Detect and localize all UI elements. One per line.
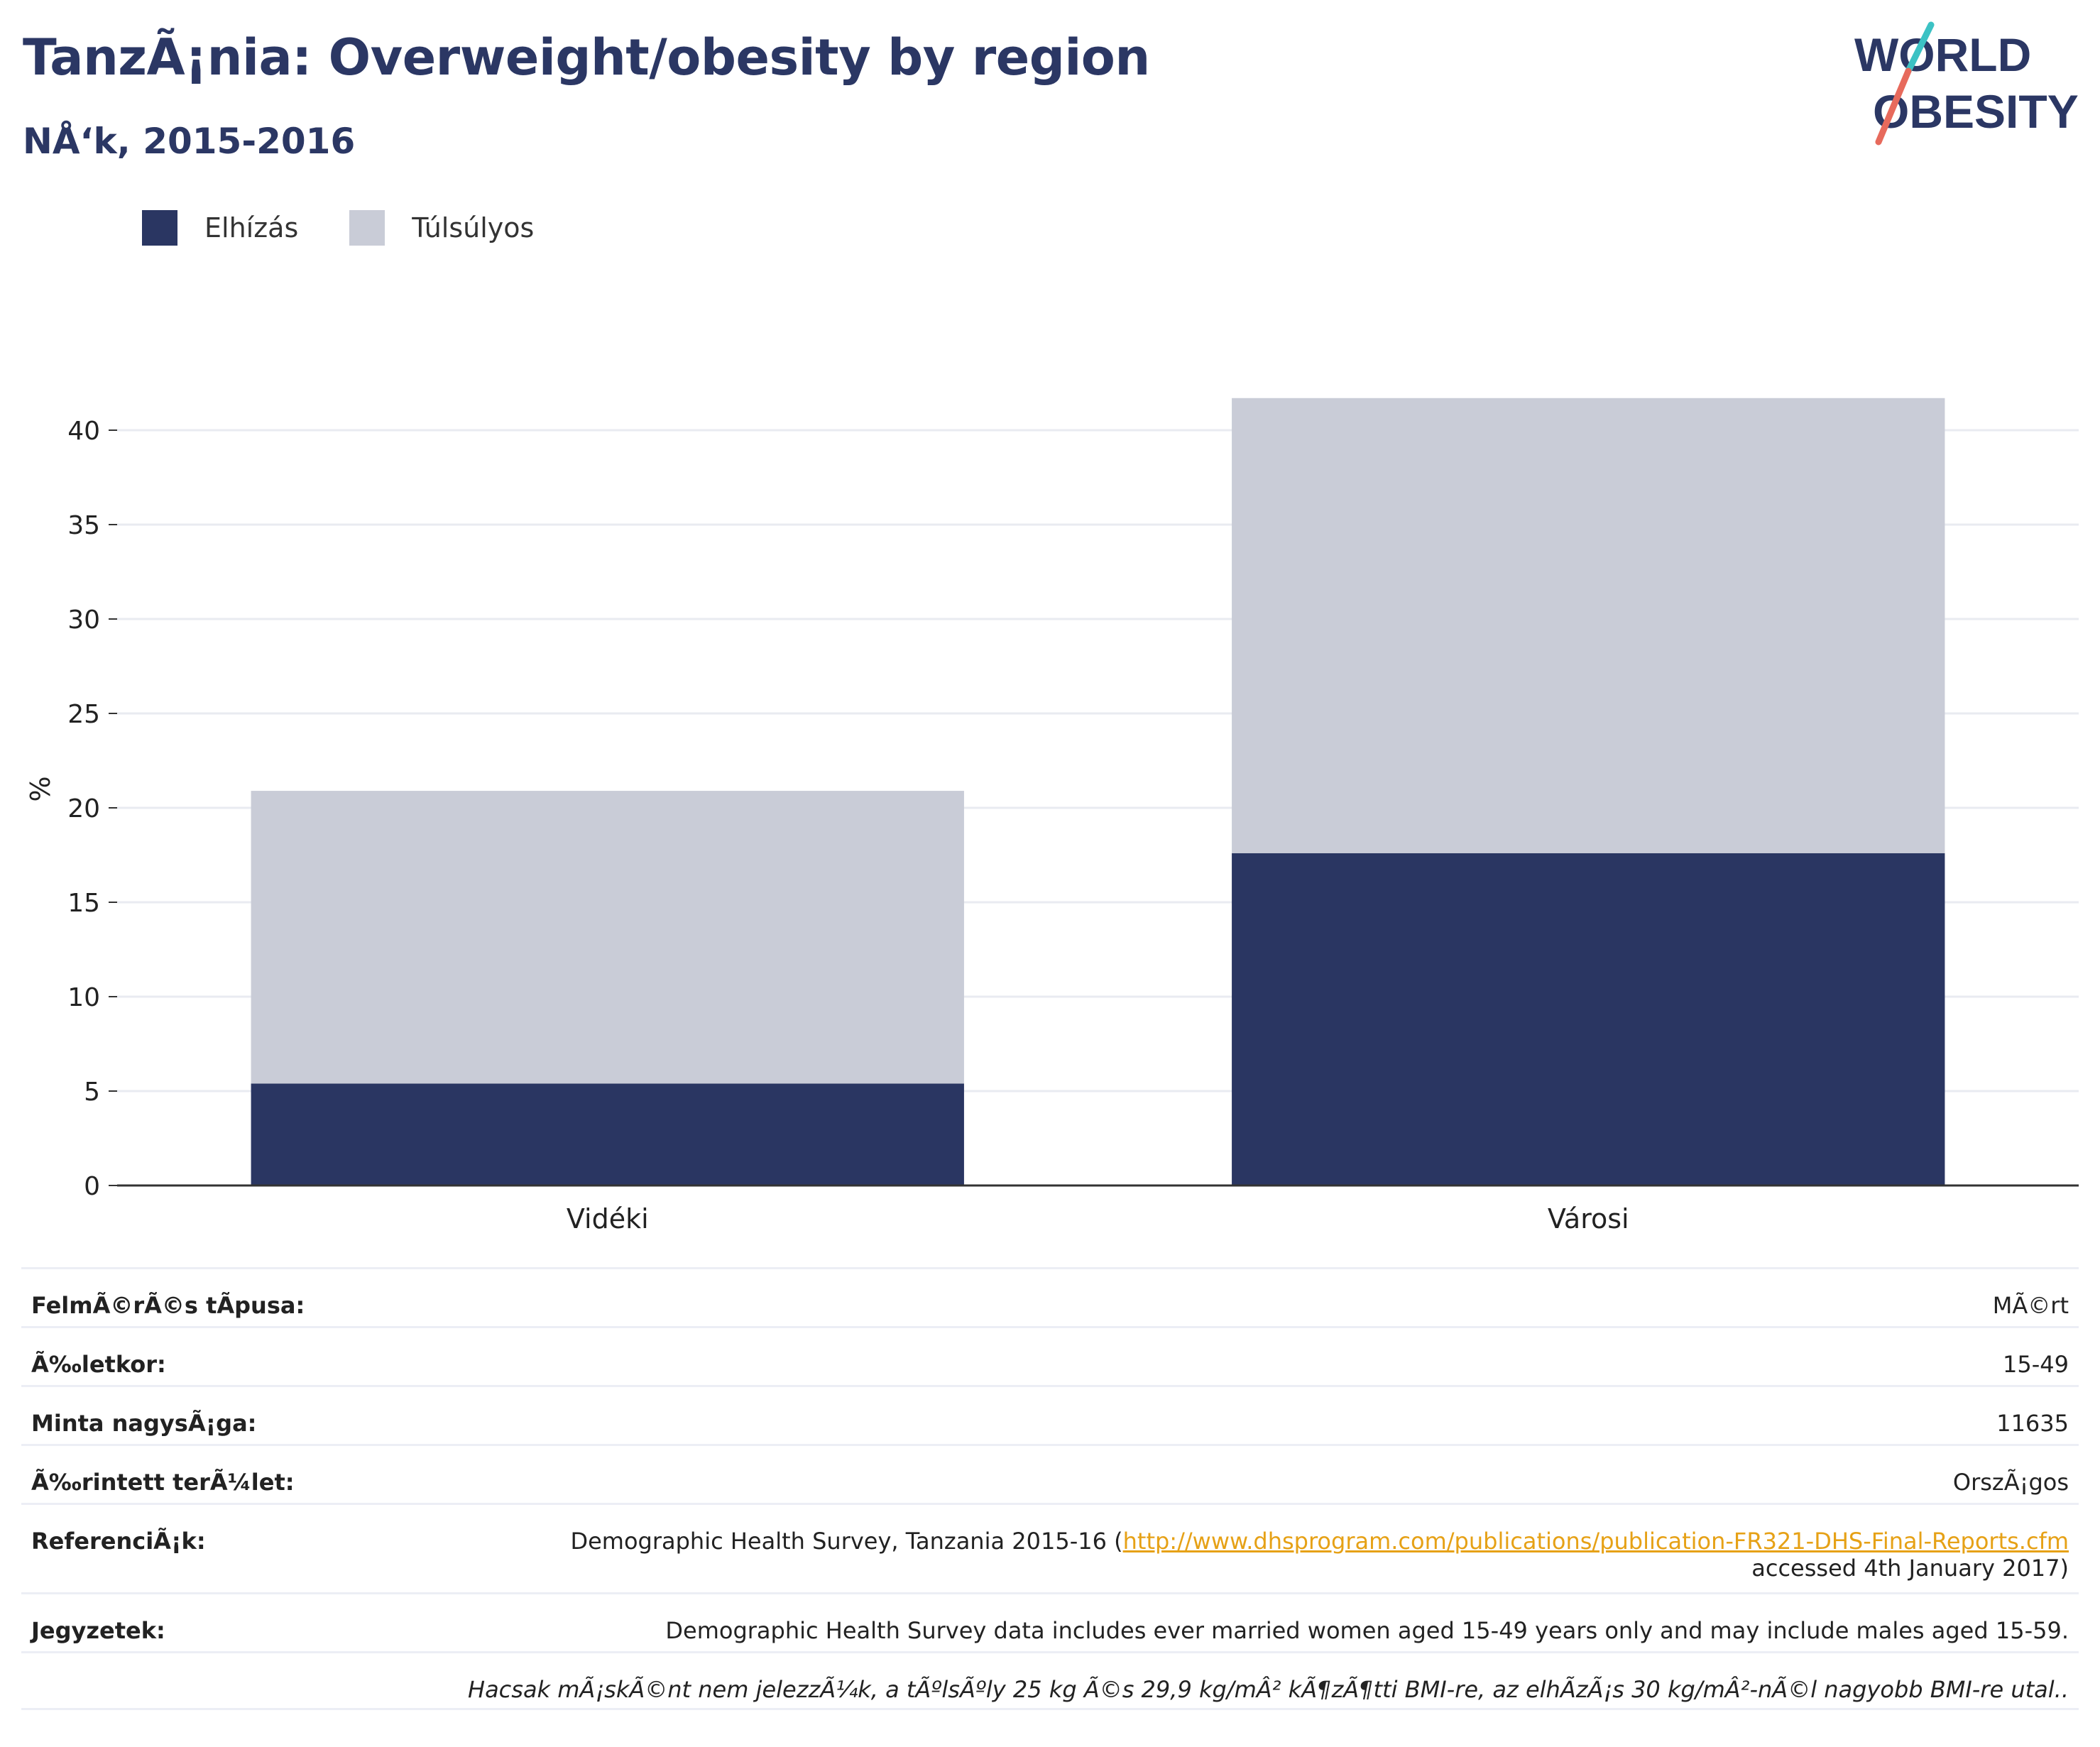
sample-value: 11635 bbox=[1996, 1410, 2069, 1437]
survey-type-value: MÃ©rt bbox=[1992, 1292, 2069, 1319]
info-row-survey-type: FelmÃ©rÃ©s tÃpusa: MÃ©rt bbox=[21, 1267, 2079, 1326]
info-row-notes: Jegyzetek: Demographic Health Survey dat… bbox=[21, 1592, 2079, 1651]
legend-label-obesity: Elhízás bbox=[204, 212, 299, 243]
y-tick-label-25: 25 bbox=[67, 700, 100, 729]
y-tick-label-20: 20 bbox=[67, 794, 100, 823]
references-label: ReferenciÃ¡k: bbox=[31, 1528, 206, 1555]
y-tick-label-15: 15 bbox=[67, 889, 100, 918]
logo-slash-teal bbox=[1905, 21, 1935, 75]
info-row-age: Ã‰letkor: 15-49 bbox=[21, 1326, 2079, 1385]
notes-label: Jegyzetek: bbox=[31, 1617, 165, 1644]
age-value: 15-49 bbox=[2003, 1351, 2069, 1378]
y-tick-label-5: 5 bbox=[84, 1078, 100, 1107]
reference-text: Demographic Health Survey, Tanzania 2015… bbox=[570, 1528, 1123, 1555]
bar-vidéki-overweight bbox=[251, 791, 964, 1084]
info-row-notes-definition: Hacsak mÃ¡skÃ©nt nem jelezzÃ¼k, a tÃºlsÃ… bbox=[21, 1651, 2079, 1710]
legend-swatch-obesity bbox=[142, 210, 177, 246]
logo-line1: WORLD bbox=[1854, 28, 2031, 81]
y-tick-label-40: 40 bbox=[67, 417, 100, 446]
y-tick-label-30: 30 bbox=[67, 606, 100, 635]
reference-accessed: accessed 4th January 2017) bbox=[1751, 1555, 2069, 1582]
x-tick-label-0: Vidéki bbox=[567, 1203, 649, 1234]
y-tick-label-0: 0 bbox=[84, 1172, 100, 1201]
bar-chart: 0 5 10 15 20 25 30 35 40% Vidéki Városi bbox=[25, 398, 2079, 1234]
sample-label: Minta nagysÃ¡ga: bbox=[31, 1410, 257, 1437]
legend-item-obesity[interactable]: Elhízás bbox=[142, 210, 298, 246]
references-value: Demographic Health Survey, Tanzania 2015… bbox=[570, 1528, 2069, 1582]
y-axis-label: % bbox=[25, 776, 56, 801]
bar-városi-obesity bbox=[1232, 853, 1945, 1185]
survey-info-table: FelmÃ©rÃ©s tÃpusa: MÃ©rt Ã‰letkor: 15-49… bbox=[21, 1267, 2079, 1710]
bar-vidéki-obesity bbox=[251, 1083, 964, 1185]
area-label: Ã‰rintett terÃ¼let: bbox=[31, 1469, 295, 1496]
info-row-references: ReferenciÃ¡k: Demographic Health Survey,… bbox=[21, 1503, 2079, 1592]
legend-label-overweight: Túlsúlyos bbox=[412, 212, 535, 243]
age-label: Ã‰letkor: bbox=[31, 1351, 166, 1378]
chart-title: TanzÃ¡nia: Overweight/obesity by region bbox=[23, 28, 1150, 87]
info-row-sample: Minta nagysÃ¡ga: 11635 bbox=[21, 1385, 2079, 1444]
logo-line2: OBESITY bbox=[1873, 85, 2079, 138]
legend-swatch-overweight bbox=[349, 210, 385, 246]
y-tick-label-35: 35 bbox=[67, 511, 100, 540]
bar-városi-overweight bbox=[1232, 398, 1945, 853]
chart-legend: Elhízás Túlsúlyos bbox=[142, 210, 585, 246]
reference-link[interactable]: http://www.dhsprogram.com/publications/p… bbox=[1122, 1528, 2069, 1555]
x-tick-label-1: Városi bbox=[1548, 1203, 1629, 1234]
area-value: OrszÃ¡gos bbox=[1952, 1469, 2069, 1496]
logo-slash-coral bbox=[1875, 67, 1912, 146]
survey-type-label: FelmÃ©rÃ©s tÃpusa: bbox=[31, 1292, 305, 1319]
chart-subtitle: NÅ‘k, 2015-2016 bbox=[23, 121, 356, 162]
world-obesity-logo: WORLD OBESITY bbox=[1854, 21, 2079, 146]
info-row-area: Ã‰rintett terÃ¼let: OrszÃ¡gos bbox=[21, 1444, 2079, 1503]
legend-item-overweight[interactable]: Túlsúlyos bbox=[349, 210, 534, 246]
y-tick-label-10: 10 bbox=[67, 983, 100, 1012]
notes-definition: Hacsak mÃ¡skÃ©nt nem jelezzÃ¼k, a tÃºlsÃ… bbox=[468, 1676, 2069, 1703]
notes-value: Demographic Health Survey data includes … bbox=[665, 1617, 2069, 1644]
